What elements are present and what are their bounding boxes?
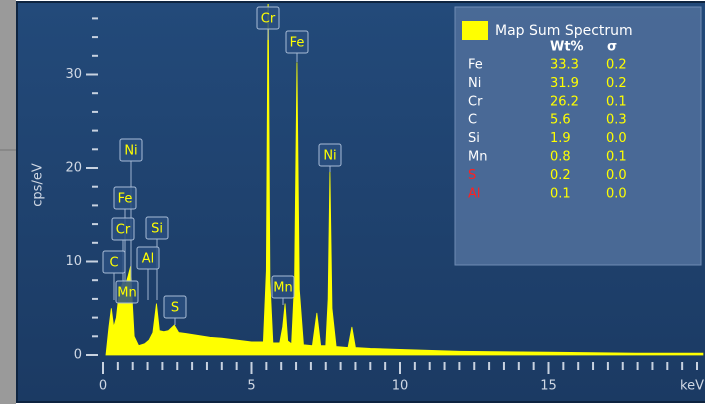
legend-sigma: 0.0	[606, 168, 627, 183]
peak-label: Fe	[118, 192, 133, 207]
y-tick-label: 20	[65, 161, 82, 176]
peak-label: Mn	[117, 286, 136, 301]
annotations: Cr Fe Ni Mn S Si Al Ni Fe Cr C Mn	[102, 6, 342, 325]
peak-label-box	[136, 246, 160, 270]
legend-header: Wt%	[550, 40, 584, 55]
legend-sigma: 0.1	[606, 150, 627, 165]
peak-label: Fe	[290, 36, 305, 51]
peak-label: Ni	[124, 144, 137, 159]
peak-label: Mn	[273, 281, 292, 296]
legend-title: Map Sum Spectrum	[495, 23, 633, 39]
x-tick-label: 15	[540, 379, 557, 394]
legend-element: C	[468, 113, 477, 128]
legend-element: Al	[468, 186, 481, 201]
legend-wt: 5.6	[550, 113, 571, 128]
x-axis-label: keV	[680, 379, 704, 394]
legend-sigma: 0.0	[606, 186, 627, 201]
peak-label: Si	[151, 222, 163, 237]
legend: Map Sum Spectrum Wt% σ Fe 33.3 0.2 Ni 31.9 0.…	[454, 6, 702, 266]
peak-label: Ni	[323, 149, 336, 164]
peak-label-box	[145, 216, 169, 240]
x-tick-label: 10	[392, 379, 409, 394]
peak-label-box	[102, 250, 126, 274]
legend-swatch	[462, 21, 488, 40]
peak-label: Cr	[116, 223, 131, 238]
legend-sigma: 0.0	[606, 131, 627, 146]
peak-label-box	[163, 295, 187, 319]
legend-box	[454, 6, 702, 266]
peak-label: Al	[142, 252, 155, 267]
y-tick-label: 0	[74, 348, 82, 363]
legend-element: Si	[468, 131, 480, 146]
peak-label-box	[111, 217, 135, 241]
legend-sigma: 0.2	[606, 76, 627, 91]
legend-wt: 0.1	[550, 186, 571, 201]
peak-label-box	[256, 6, 280, 30]
peak-label: Cr	[261, 12, 276, 27]
legend-wt: 31.9	[550, 76, 579, 91]
legend-header: σ	[607, 40, 617, 55]
legend-element: Fe	[468, 58, 483, 73]
peak-label-box	[113, 186, 137, 210]
y-tick-label: 10	[65, 254, 82, 269]
y-axis-label: cps/eV	[31, 163, 46, 207]
legend-sigma: 0.1	[606, 94, 627, 109]
peak-label-box	[115, 280, 139, 304]
y-tick-label: 30	[65, 67, 82, 82]
legend-element: Cr	[468, 94, 483, 109]
legend-wt: 0.2	[550, 168, 571, 183]
peak-label-box	[271, 275, 295, 299]
x-tick-label: 5	[247, 379, 255, 394]
peak-label: C	[109, 256, 118, 271]
side-image	[0, 0, 16, 404]
legend-wt: 0.8	[550, 150, 571, 165]
legend-wt: 33.3	[550, 58, 579, 73]
peak-label-box	[318, 143, 342, 167]
x-tick-label: 0	[99, 379, 107, 394]
legend-element: S	[468, 168, 476, 183]
legend-wt: 26.2	[550, 94, 579, 109]
peak-label-box	[285, 30, 309, 54]
legend-element: Mn	[468, 150, 487, 165]
legend-sigma: 0.2	[606, 58, 627, 73]
peak-label: S	[171, 301, 179, 316]
peak-label-box	[119, 138, 143, 162]
legend-element: Ni	[468, 76, 481, 91]
legend-sigma: 0.3	[606, 113, 627, 128]
legend-wt: 1.9	[550, 131, 571, 146]
